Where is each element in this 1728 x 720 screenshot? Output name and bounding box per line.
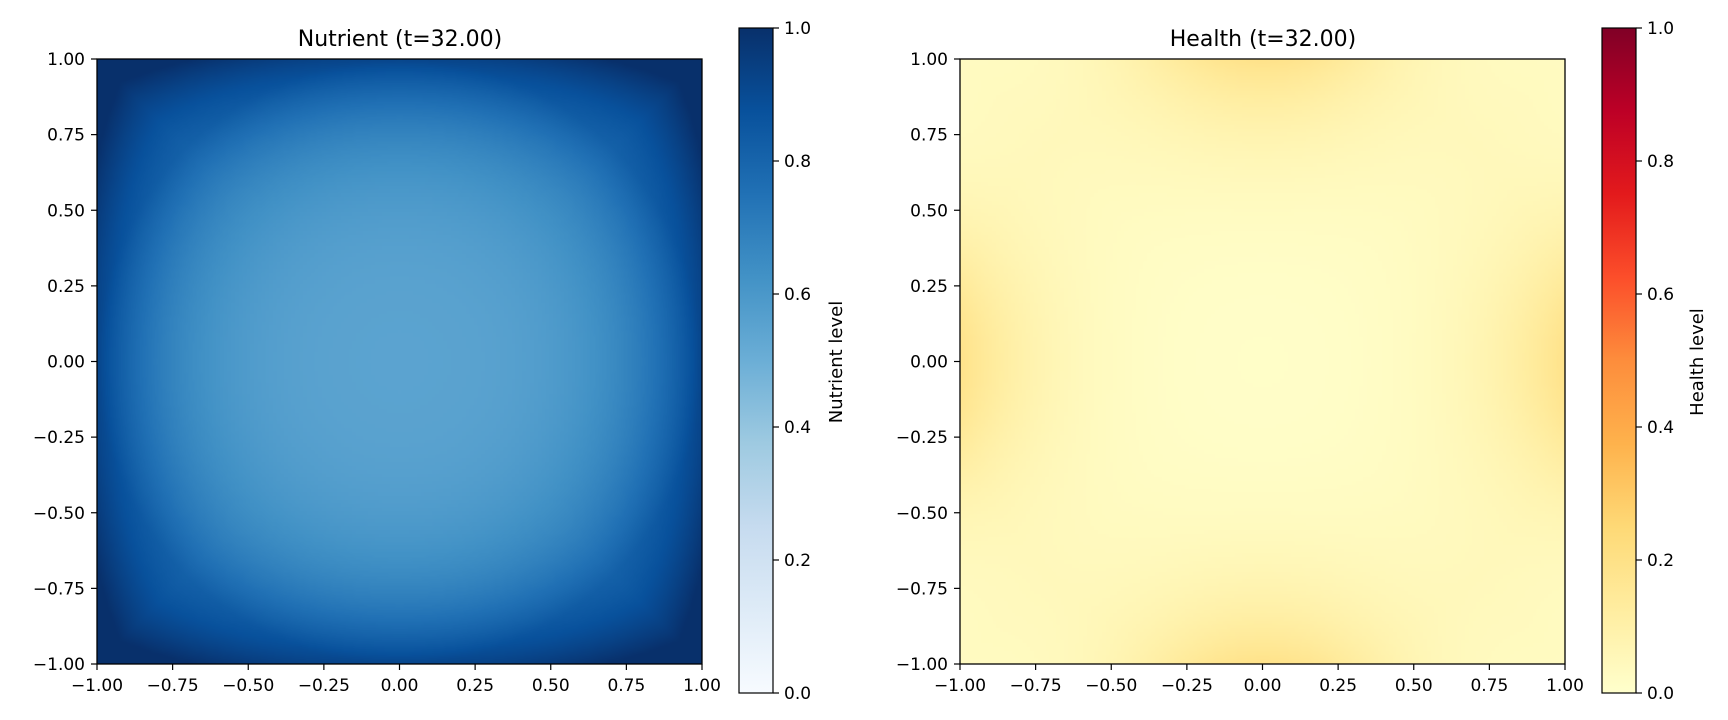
nutrient-colorbar-tick-label: 0.2: [784, 551, 811, 571]
health-y-tick-label: 1.00: [910, 50, 948, 70]
nutrient-y-tick-label: 0.25: [47, 277, 85, 297]
nutrient-y-tick-label: 0.75: [47, 126, 85, 146]
nutrient-x-tick-label: 1.00: [683, 676, 721, 696]
nutrient-colorbar-tick-label: 0.4: [784, 418, 811, 438]
nutrient-x-tick-label: 0.25: [456, 676, 494, 696]
nutrient-y-tick-label: 1.00: [47, 50, 85, 70]
nutrient-x-tick-label: 0.75: [607, 676, 645, 696]
nutrient-y-tick-label: −1.00: [33, 655, 85, 675]
nutrient-panel: Nutrient (t=32.00) −1.00 −0.75 −0.50 −0.25 0…: [33, 19, 847, 704]
health-x-tick-label: −0.50: [1085, 676, 1137, 696]
health-colorbar-tick-label: 1.0: [1647, 19, 1674, 39]
health-y-tick-label: 0.00: [910, 353, 948, 373]
health-colorbar-tick-label: 0.2: [1647, 551, 1674, 571]
health-x-tick-label: 0.50: [1395, 676, 1433, 696]
health-colorbar-frame: [1601, 27, 1637, 694]
health-x-tick-label: 1.00: [1546, 676, 1584, 696]
health-y-ticks: −1.00 −0.75 −0.50 −0.25 0.00 0.25 0.50 0.75 1.00: [896, 50, 960, 675]
nutrient-colorbar-tick-label: 1.0: [784, 19, 811, 39]
health-colorbar: [1602, 28, 1636, 693]
health-x-tick-label: 0.25: [1319, 676, 1357, 696]
health-y-tick-label: −0.75: [896, 579, 948, 599]
nutrient-colorbar-ticks: 0.0 0.2 0.4 0.6 0.8 1.0: [773, 19, 811, 704]
nutrient-x-tick-label: 0.50: [532, 676, 570, 696]
nutrient-heatmap-image: [97, 59, 702, 664]
nutrient-y-tick-label: 0.50: [47, 201, 85, 221]
health-colorbar-tick-label: 0.8: [1647, 152, 1674, 172]
health-colorbar-ticks: 0.0 0.2 0.4 0.6 0.8 1.0: [1636, 19, 1674, 704]
nutrient-y-tick-label: 0.00: [47, 353, 85, 373]
nutrient-colorbar: [739, 28, 773, 693]
nutrient-x-tick-label: −1.00: [71, 676, 123, 696]
nutrient-y-ticks: −1.00 −0.75 −0.50 −0.25 0.00 0.25 0.50 0.75 1.00: [33, 50, 97, 675]
health-colorbar-tick-label: 0.4: [1647, 418, 1674, 438]
health-x-ticks: −1.00 −0.75 −0.50 −0.25 0.00 0.25 0.50 0.75 1.00: [934, 664, 1584, 696]
nutrient-colorbar-tick-label: 0.6: [784, 285, 811, 305]
nutrient-y-tick-label: −0.75: [33, 579, 85, 599]
health-colorbar-label: Health level: [1687, 308, 1708, 416]
nutrient-y-tick-label: −0.50: [33, 504, 85, 524]
nutrient-colorbar-frame: [738, 27, 774, 694]
nutrient-chart-title: Nutrient (t=32.00): [298, 27, 503, 52]
health-x-tick-label: −0.75: [1010, 676, 1062, 696]
health-panel: Health (t=32.00) −1.00 −0.75 −0.50 −0.25 0.0…: [896, 19, 1708, 704]
health-colorbar-tick-label: 0.0: [1647, 684, 1674, 704]
health-y-tick-label: 0.75: [910, 126, 948, 146]
health-x-tick-label: −1.00: [934, 676, 986, 696]
health-y-tick-label: 0.25: [910, 277, 948, 297]
health-chart-title: Health (t=32.00): [1170, 27, 1356, 52]
health-x-tick-label: 0.75: [1470, 676, 1508, 696]
nutrient-x-ticks: −1.00 −0.75 −0.50 −0.25 0.00 0.25 0.50 0.75 1.00: [71, 664, 721, 696]
nutrient-x-tick-label: −0.25: [298, 676, 350, 696]
health-y-tick-label: −1.00: [896, 655, 948, 675]
nutrient-y-tick-label: −0.25: [33, 428, 85, 448]
health-x-tick-label: 0.00: [1244, 676, 1282, 696]
health-y-tick-label: 0.50: [910, 201, 948, 221]
health-y-tick-label: −0.50: [896, 504, 948, 524]
nutrient-x-tick-label: −0.50: [222, 676, 274, 696]
nutrient-colorbar-label: Nutrient level: [826, 301, 847, 423]
health-x-tick-label: −0.25: [1161, 676, 1213, 696]
nutrient-x-tick-label: −0.75: [147, 676, 199, 696]
health-heatmap-image: [960, 59, 1565, 664]
nutrient-x-tick-label: 0.00: [381, 676, 419, 696]
health-colorbar-tick-label: 0.6: [1647, 285, 1674, 305]
nutrient-colorbar-tick-label: 0.8: [784, 152, 811, 172]
nutrient-colorbar-tick-label: 0.0: [784, 684, 811, 704]
health-y-tick-label: −0.25: [896, 428, 948, 448]
